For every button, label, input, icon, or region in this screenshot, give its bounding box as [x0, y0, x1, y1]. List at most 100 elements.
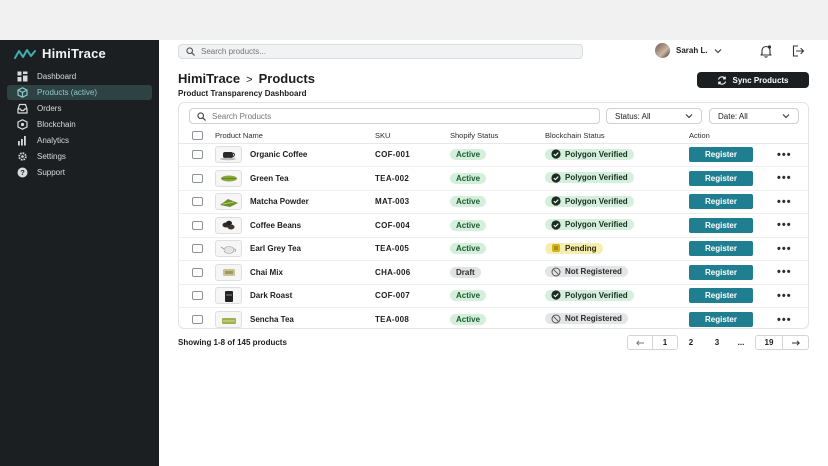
register-button[interactable]: Register: [689, 147, 753, 163]
shopify-status-cell: Draft: [450, 260, 545, 285]
row-checkbox[interactable]: [192, 267, 203, 277]
more-options-icon[interactable]: •••: [777, 313, 792, 326]
header-shopify-status[interactable]: Shopify Status: [450, 129, 545, 144]
shopify-status-badge: Active: [450, 149, 487, 161]
table-row[interactable]: Coffee Beans COF-004 Active Polygon Verifie…: [179, 213, 808, 238]
sidebar-item-label: Blockchain: [37, 120, 76, 129]
blockchain-status-text: Polygon Verified: [565, 173, 628, 182]
check-circle-icon: [551, 149, 561, 159]
sidebar-item-settings[interactable]: Settings: [7, 149, 152, 164]
select-all-checkbox[interactable]: [192, 131, 203, 141]
more-options-icon[interactable]: •••: [777, 195, 792, 208]
sidebar-item-dashboard[interactable]: Dashboard: [7, 69, 152, 84]
product-name[interactable]: Coffee Beans: [250, 220, 302, 230]
blockchain-status-cell: Pending: [545, 237, 689, 261]
sidebar-item-label: Dashboard: [37, 72, 77, 81]
product-name[interactable]: Chai Mix: [250, 267, 283, 277]
register-button[interactable]: Register: [689, 288, 753, 304]
global-search[interactable]: [178, 44, 583, 59]
brand[interactable]: HimiTrace: [14, 46, 106, 61]
product-thumbnail: [215, 193, 242, 211]
sidebar-item-blockchain[interactable]: Blockchain: [7, 117, 152, 132]
sidebar-item-label: Orders: [37, 104, 62, 113]
user-menu[interactable]: Sarah L.: [655, 43, 722, 58]
table-row[interactable]: Green Tea TEA-002 Active Polygon Verified Re…: [179, 166, 808, 191]
row-checkbox[interactable]: [192, 291, 203, 301]
more-options-icon[interactable]: •••: [777, 148, 792, 161]
blockchain-status-badge: Polygon Verified: [545, 219, 634, 230]
table-row[interactable]: Dark Roast COF-007 Active Polygon Verified R…: [179, 284, 808, 308]
prev-page-button[interactable]: [627, 335, 652, 350]
blockchain-status-cell: Polygon Verified: [545, 284, 689, 308]
status-filter[interactable]: Status: All: [606, 108, 702, 124]
blockchain-status-text: Polygon Verified: [565, 149, 628, 159]
products-search-input[interactable]: [212, 111, 592, 121]
header-blockchain-status[interactable]: Blockchain Status: [545, 129, 689, 144]
arrow-right-icon: [792, 339, 800, 346]
date-filter[interactable]: Date: All: [709, 108, 799, 124]
blocked-icon: [551, 267, 561, 276]
bar-chart-icon: [18, 136, 26, 146]
breadcrumb-root[interactable]: HimiTrace: [178, 71, 241, 86]
product-cell: Earl Grey Tea: [215, 237, 375, 261]
more-options-icon[interactable]: •••: [777, 219, 792, 232]
table-row[interactable]: Sencha Tea TEA-008 Active Not Registered Reg…: [179, 308, 808, 332]
logout-icon[interactable]: [791, 44, 805, 58]
header-sku[interactable]: SKU: [375, 129, 450, 144]
product-sku: TEA-008: [375, 315, 410, 324]
table-row[interactable]: Organic Coffee COF-001 Active Polygon Verif…: [179, 143, 808, 167]
row-checkbox[interactable]: [192, 197, 203, 207]
row-checkbox[interactable]: [192, 150, 203, 160]
product-name[interactable]: Sencha Tea: [250, 315, 294, 324]
table-row[interactable]: Matcha Powder MAT-003 Active Polygon Verifi…: [179, 190, 808, 214]
register-button[interactable]: Register: [689, 194, 753, 210]
sidebar-item-support[interactable]: ? Support: [7, 165, 152, 180]
more-cell: •••: [765, 237, 808, 261]
table-row[interactable]: Earl Grey Tea TEA-005 Active Pending Registe…: [179, 237, 808, 261]
page-19-button[interactable]: 19: [755, 335, 783, 350]
sidebar-item-analytics[interactable]: Analytics: [7, 133, 152, 148]
product-name[interactable]: Matcha Powder: [250, 197, 309, 207]
sidebar-item-label: Products (active): [37, 88, 98, 97]
sidebar-item-orders[interactable]: Orders: [7, 101, 152, 116]
more-options-icon[interactable]: •••: [777, 266, 792, 279]
row-select-cell: [179, 284, 215, 308]
product-name[interactable]: Dark Roast: [250, 291, 293, 301]
page-2-button[interactable]: 2: [688, 338, 694, 347]
product-name[interactable]: Organic Coffee: [250, 150, 308, 160]
global-search-input[interactable]: [201, 47, 561, 56]
register-button[interactable]: Register: [689, 217, 753, 233]
product-thumbnail: [215, 216, 242, 234]
row-checkbox[interactable]: [192, 244, 203, 254]
products-search[interactable]: [189, 108, 600, 124]
register-button[interactable]: Register: [689, 241, 753, 257]
status-filter-label: Status: All: [615, 111, 651, 121]
sync-products-button[interactable]: Sync Products: [697, 72, 809, 88]
header-product-name[interactable]: Product Name: [215, 129, 375, 144]
more-options-icon[interactable]: •••: [777, 172, 792, 185]
more-options-icon[interactable]: •••: [777, 289, 792, 302]
register-button[interactable]: Register: [689, 170, 753, 186]
gear-icon: [18, 152, 27, 161]
next-page-button[interactable]: [783, 335, 809, 350]
product-name[interactable]: Green Tea: [250, 173, 289, 183]
row-checkbox[interactable]: [192, 220, 203, 230]
page-1-button[interactable]: 1: [652, 335, 678, 350]
chevron-down-icon: [714, 48, 721, 53]
shopify-status-badge: Active: [450, 219, 487, 231]
product-thumbnail: [215, 287, 242, 305]
register-button[interactable]: Register: [689, 264, 753, 280]
notification-bell-icon[interactable]: [759, 44, 773, 58]
sidebar-item-products[interactable]: Products (active): [7, 85, 152, 100]
shopify-status-badge: Active: [450, 290, 487, 302]
more-options-icon[interactable]: •••: [777, 242, 792, 255]
page-header: HimiTrace > Products Product Transparenc…: [178, 71, 315, 98]
row-checkbox[interactable]: [192, 315, 203, 324]
page-3-button[interactable]: 3: [714, 338, 720, 347]
chevron-down-icon: [685, 114, 693, 119]
product-cell: Green Tea: [215, 166, 375, 191]
table-row[interactable]: Chai Mix CHA-006 Draft Not Registered Regist…: [179, 260, 808, 285]
row-checkbox[interactable]: [192, 173, 203, 183]
register-button[interactable]: Register: [689, 312, 753, 327]
product-name[interactable]: Earl Grey Tea: [250, 244, 301, 254]
